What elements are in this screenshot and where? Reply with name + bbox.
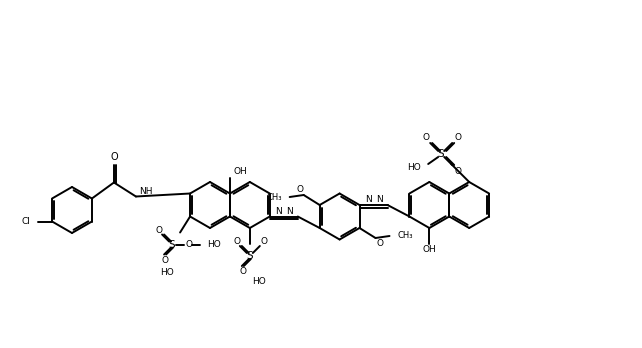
Text: N: N [286, 207, 293, 216]
Text: S: S [247, 251, 253, 261]
Text: HO: HO [160, 268, 174, 277]
Text: HO: HO [252, 277, 266, 285]
Text: CH₃: CH₃ [266, 192, 282, 201]
Text: N: N [376, 196, 383, 205]
Text: HO: HO [207, 240, 221, 249]
Text: HO: HO [408, 164, 421, 173]
Text: N: N [365, 196, 372, 205]
Text: OH: OH [234, 167, 248, 176]
Text: O: O [233, 237, 240, 246]
Text: CH₃: CH₃ [397, 231, 413, 240]
Text: O: O [422, 133, 429, 142]
Text: N: N [275, 207, 282, 216]
Text: O: O [155, 226, 162, 235]
Text: O: O [455, 166, 462, 175]
Text: O: O [296, 184, 303, 193]
Text: Cl: Cl [21, 217, 30, 226]
Text: O: O [261, 237, 267, 246]
Text: NH: NH [139, 187, 152, 196]
Text: O: O [186, 240, 193, 249]
Text: O: O [376, 239, 383, 248]
Text: S: S [169, 239, 175, 250]
Text: O: O [110, 152, 117, 163]
Text: OH: OH [422, 245, 436, 254]
Text: O: O [239, 268, 247, 277]
Text: S: S [438, 149, 444, 159]
Text: O: O [455, 133, 462, 142]
Text: O: O [162, 256, 169, 265]
